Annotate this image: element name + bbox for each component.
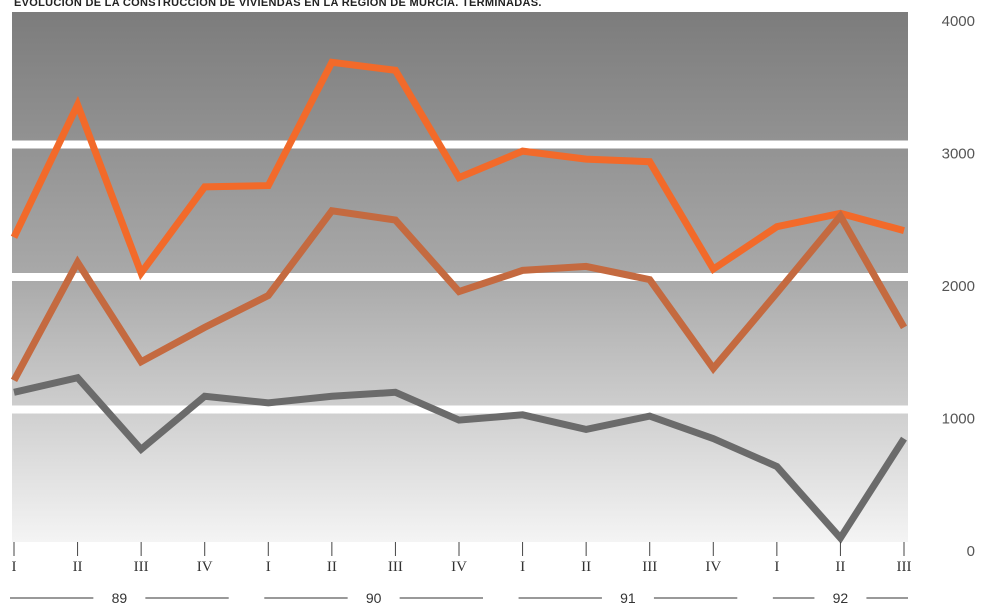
x-tick-label: II	[73, 559, 83, 575]
x-tick-label: I	[520, 559, 525, 575]
x-axis: I II III IV I II III IV I II III IV I II III	[12, 542, 912, 575]
band-separator-1	[12, 405, 908, 414]
band-separator-3	[12, 140, 908, 149]
x-tick-label: III	[388, 559, 403, 575]
band-separator-2	[12, 273, 908, 281]
series-line-1	[10, 58, 905, 281]
x-tick-label: I	[12, 559, 17, 575]
series-line-3	[13, 373, 907, 544]
x-tick-label: IV	[197, 559, 213, 575]
x-tick-label: IV	[451, 559, 467, 575]
y-tick-label: 4000	[942, 13, 975, 30]
x-tick-label: II	[581, 559, 591, 575]
y-axis: 4000 3000 2000 1000 0	[942, 13, 975, 560]
series-line-2	[10, 207, 908, 383]
y-tick-label: 1000	[942, 411, 975, 428]
x-tick-label: III	[897, 559, 912, 575]
chart-title: EVOLUCIÓN DE LA CONSTRUCCIÓN DE VIVIENDA…	[14, 0, 542, 9]
x-tick-label: IV	[705, 559, 721, 575]
series-lines	[10, 58, 908, 544]
x-tick-label: III	[642, 559, 657, 575]
year-label: 89	[112, 590, 128, 606]
year-label: 91	[620, 590, 636, 606]
y-tick-label: 3000	[942, 146, 975, 163]
x-tick-label: I	[266, 559, 271, 575]
y-tick-label: 2000	[942, 278, 975, 295]
year-groups: 89 90 91 92	[10, 590, 908, 606]
x-tick-label: II	[327, 559, 337, 575]
year-label: 92	[833, 590, 849, 606]
x-tick-label: III	[134, 559, 149, 575]
band-separators	[12, 140, 908, 414]
x-tick-label: I	[774, 559, 779, 575]
year-label: 90	[366, 590, 382, 606]
x-tick-label: II	[835, 559, 845, 575]
y-tick-label: 0	[967, 543, 975, 560]
